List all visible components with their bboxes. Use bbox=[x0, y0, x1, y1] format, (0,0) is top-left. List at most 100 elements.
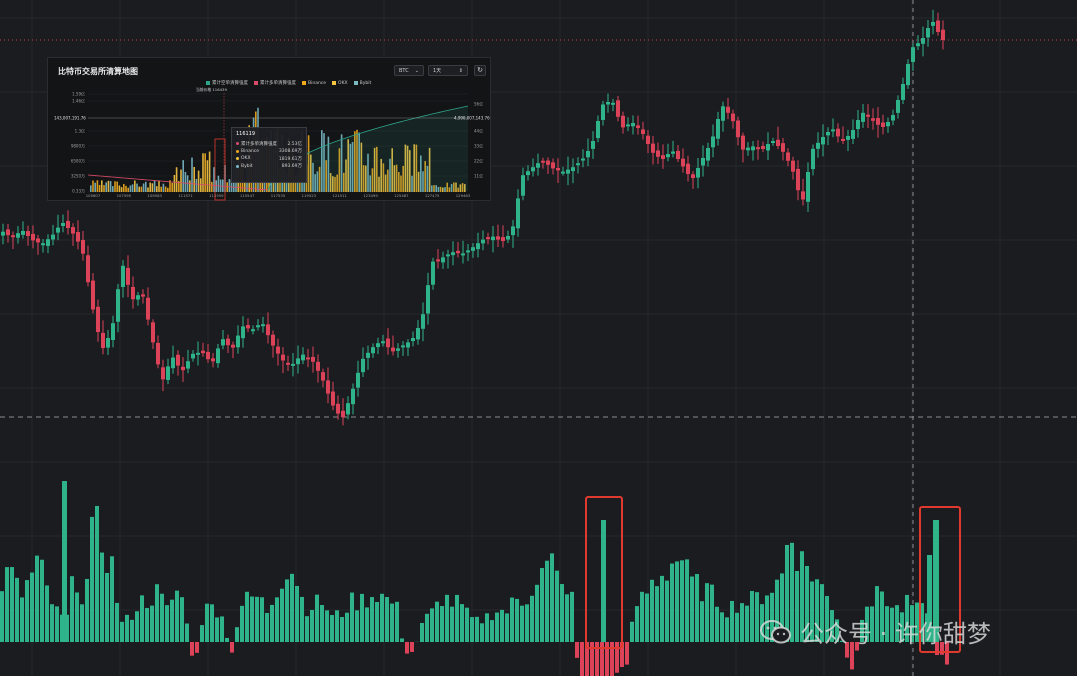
candle-body bbox=[776, 139, 780, 146]
inset-title: 比特币交易所清算地图 bbox=[58, 67, 138, 76]
inset-bar bbox=[109, 181, 112, 192]
candle-body bbox=[301, 354, 305, 361]
inset-bar bbox=[180, 169, 182, 192]
inset-bar bbox=[391, 148, 393, 192]
candle-body bbox=[66, 220, 70, 228]
inset-y-tick: 0.33万 bbox=[72, 189, 85, 194]
inset-x-tick: 123499 bbox=[363, 193, 378, 198]
histogram-bar bbox=[390, 603, 394, 642]
candle-body bbox=[641, 129, 645, 134]
inset-bar bbox=[211, 181, 213, 192]
inset-bar bbox=[131, 184, 134, 192]
histogram-bar bbox=[5, 567, 9, 642]
candle-body bbox=[336, 403, 340, 414]
chevron-updown-icon: ⇕ bbox=[458, 68, 463, 74]
inset-bar bbox=[171, 182, 173, 192]
candle-body bbox=[461, 253, 465, 256]
legend-item[interactable]: 累计多单清算强度 bbox=[254, 80, 296, 86]
histogram-bar bbox=[420, 622, 424, 642]
legend-item[interactable]: Bybit bbox=[353, 80, 371, 86]
candle-body bbox=[426, 285, 430, 314]
candle-body bbox=[486, 237, 490, 240]
histogram-bar bbox=[780, 573, 784, 642]
histogram-bar bbox=[790, 542, 794, 642]
candle-body bbox=[746, 147, 750, 151]
chevron-down-icon: ⌄ bbox=[414, 68, 419, 74]
highlight-box bbox=[585, 496, 623, 649]
histogram-bar bbox=[933, 520, 939, 642]
legend-item[interactable]: Binance bbox=[302, 80, 326, 86]
candle-body bbox=[441, 257, 445, 263]
histogram-bar bbox=[385, 597, 389, 642]
inset-bar bbox=[362, 165, 365, 192]
candle-body bbox=[196, 352, 200, 355]
inset-bar bbox=[442, 187, 444, 192]
legend-item[interactable]: 累计空单清算强度 bbox=[206, 80, 248, 86]
inset-bar bbox=[384, 174, 387, 192]
inset-bar bbox=[351, 142, 354, 192]
candle-body bbox=[816, 142, 820, 149]
histogram-bar bbox=[555, 570, 559, 642]
candle-body bbox=[536, 163, 540, 168]
candle-body bbox=[166, 366, 170, 380]
histogram-bar bbox=[795, 571, 799, 642]
candle-body bbox=[136, 295, 140, 300]
inset-bar bbox=[178, 181, 180, 192]
inset-bar bbox=[358, 132, 360, 192]
inset-bar bbox=[369, 175, 371, 192]
histogram-bar bbox=[340, 617, 344, 642]
candle-body bbox=[306, 357, 310, 360]
histogram-bar bbox=[820, 584, 824, 642]
tooltip-label: 累计多单清算强度 bbox=[241, 141, 277, 147]
refresh-button[interactable]: ↻ bbox=[474, 65, 486, 76]
histogram-bar bbox=[350, 592, 354, 642]
candle-body bbox=[261, 324, 265, 327]
histogram-bar bbox=[765, 595, 769, 642]
candle-body bbox=[551, 162, 555, 169]
candle-body bbox=[31, 233, 35, 241]
candle-body bbox=[161, 367, 165, 380]
histogram-bar bbox=[365, 607, 369, 642]
candle-body bbox=[561, 171, 565, 174]
watermark-text: 公众号 · 许你甜梦 bbox=[800, 620, 991, 648]
period-select[interactable]: 1天 ⇕ bbox=[428, 65, 468, 76]
histogram-bar bbox=[825, 596, 829, 642]
tooltip-value: 3308.69万 bbox=[278, 149, 302, 155]
candle-body bbox=[556, 167, 560, 171]
histogram-bar bbox=[860, 619, 864, 642]
candle-body bbox=[386, 338, 390, 348]
histogram-bar bbox=[725, 617, 729, 642]
inset-bar bbox=[96, 180, 99, 192]
histogram-bar bbox=[175, 590, 179, 642]
candle-body bbox=[51, 234, 55, 240]
inset-bar bbox=[129, 185, 132, 192]
tooltip-label: Bybit bbox=[241, 163, 253, 169]
symbol-select[interactable]: BTC ⌄ bbox=[394, 65, 424, 76]
histogram-bar bbox=[505, 613, 509, 642]
legend-item[interactable]: OKX bbox=[332, 80, 348, 86]
tooltip-value: 1819.61万 bbox=[278, 156, 302, 162]
candle-body bbox=[291, 363, 295, 366]
histogram-bar bbox=[730, 600, 734, 642]
tooltip-row: Binance 3308.69万 bbox=[236, 148, 302, 156]
legend-label: 累计多单清算强度 bbox=[260, 81, 296, 86]
candle-body bbox=[821, 137, 825, 145]
histogram-bar bbox=[775, 579, 779, 642]
histogram-bar bbox=[927, 555, 932, 642]
inset-bar bbox=[367, 153, 369, 192]
candle-body bbox=[471, 247, 475, 251]
candle-body bbox=[726, 106, 730, 113]
inset-bar bbox=[175, 167, 178, 192]
inset-bar bbox=[138, 186, 140, 192]
inset-bar bbox=[409, 150, 411, 192]
tooltip-value: 2.53亿 bbox=[287, 141, 302, 147]
candle-body bbox=[871, 118, 875, 121]
histogram-bar bbox=[270, 604, 274, 642]
inset-bar bbox=[145, 181, 147, 192]
candle-body bbox=[566, 169, 570, 174]
histogram-bar bbox=[295, 585, 299, 642]
histogram-bar bbox=[585, 642, 589, 676]
histogram-bar bbox=[155, 584, 159, 642]
histogram-bar bbox=[345, 612, 349, 642]
